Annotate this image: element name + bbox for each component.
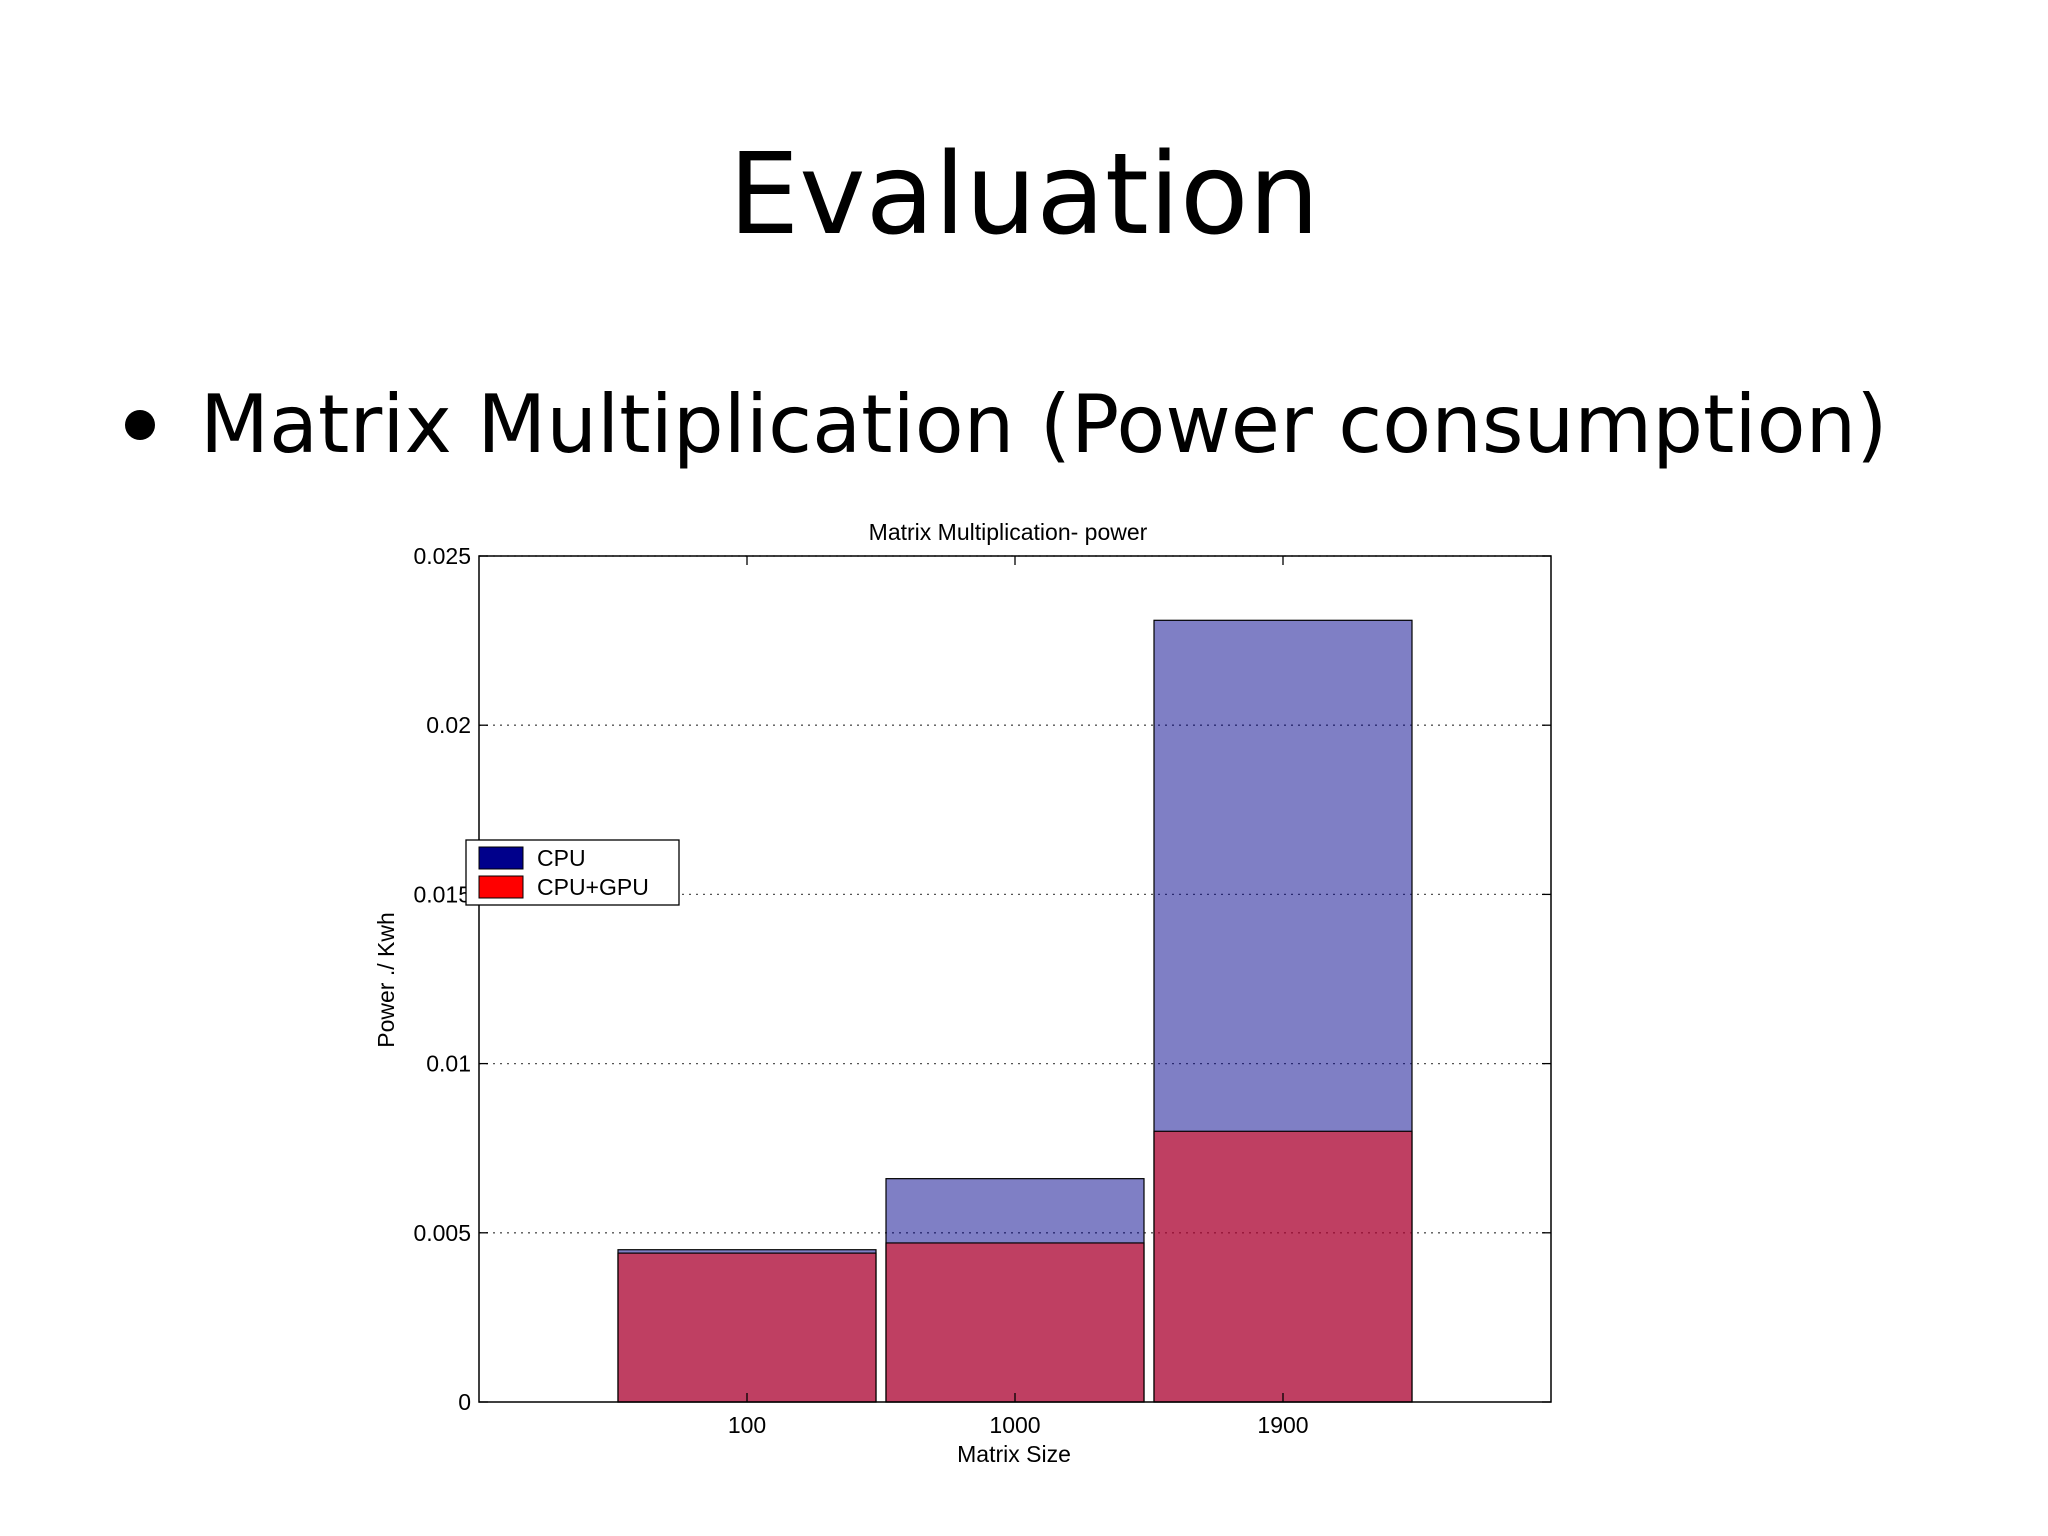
- y-tick-label: 0.005: [413, 1220, 471, 1246]
- axis-ticks: 0 0.005 0.01 0.015 0.02 0.025 100 1000 1900: [413, 543, 1551, 1438]
- chart-title: Matrix Multiplication- power: [869, 519, 1148, 545]
- y-tick-label: 0: [458, 1389, 471, 1415]
- x-tick-label: 100: [728, 1412, 766, 1438]
- legend-swatch: [478, 875, 524, 899]
- bullet-item: Matrix Multiplication (Power consumption…: [125, 370, 1887, 480]
- x-axis-label: Matrix Size: [957, 1441, 1071, 1467]
- y-tick-label: 0.01: [426, 1051, 471, 1077]
- y-tick-label: 0.025: [413, 543, 471, 569]
- slide-title: Evaluation: [728, 130, 1320, 260]
- bar-cpu-gpu-100: [617, 1252, 877, 1403]
- bar-cpu-gpu-1000: [885, 1242, 1145, 1403]
- x-tick-label: 1000: [989, 1412, 1040, 1438]
- legend-swatch: [478, 846, 524, 870]
- x-tick-label: 1900: [1257, 1412, 1308, 1438]
- bullet-dot-icon: [125, 410, 155, 440]
- legend-label: CPU+GPU: [537, 874, 649, 900]
- bullet-text: Matrix Multiplication (Power consumption…: [200, 378, 1888, 471]
- legend: CPU CPU+GPU: [465, 839, 680, 906]
- bars: [617, 619, 1413, 1403]
- y-tick-label: 0.015: [413, 881, 471, 907]
- y-tick-label: 0.02: [426, 712, 471, 738]
- bar-cpu-gpu-1900: [1153, 1130, 1413, 1403]
- legend-label: CPU: [537, 845, 586, 871]
- y-axis-label: Power ./ Kwh: [373, 912, 399, 1048]
